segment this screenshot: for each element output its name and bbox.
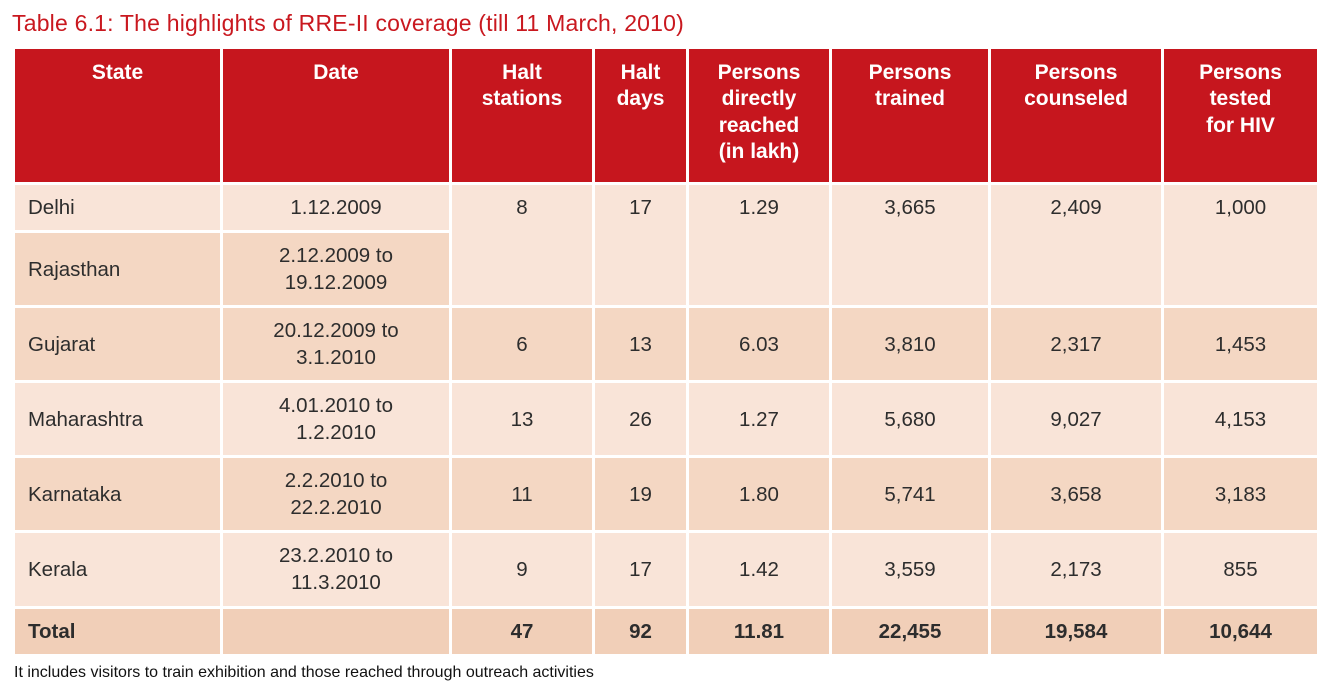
cell-persons-counseled: 2,317 <box>988 305 1164 384</box>
cell-persons-reached: 11.81 <box>686 605 832 657</box>
cell-state: Karnataka <box>12 455 223 534</box>
cell-persons-tested-hiv: 10,644 <box>1161 605 1320 657</box>
cell-persons-trained: 5,680 <box>829 380 991 459</box>
cell-persons-trained: 3,665 <box>829 181 991 309</box>
col-header-persons-trained: Persons trained <box>829 46 991 185</box>
col-header-persons-counseled: Persons counseled <box>988 46 1164 185</box>
cell-persons-trained: 3,810 <box>829 305 991 384</box>
cell-persons-reached: 6.03 <box>686 305 832 384</box>
cell-persons-counseled: 19,584 <box>988 605 1164 657</box>
cell-date: 23.2.2010 to 11.3.2010 <box>220 530 452 609</box>
cell-state: Gujarat <box>12 305 223 384</box>
cell-halt-days: 17 <box>592 530 689 609</box>
cell-persons-trained: 22,455 <box>829 605 991 657</box>
col-header-date: Date <box>220 46 452 185</box>
row-maharashtra: Maharashtra 4.01.2010 to 1.2.2010 13 26 … <box>12 380 1320 459</box>
cell-persons-reached: 1.80 <box>686 455 832 534</box>
cell-halt-stations: 9 <box>449 530 595 609</box>
cell-state: Kerala <box>12 530 223 609</box>
cell-state: Maharashtra <box>12 380 223 459</box>
page-title: Table 6.1: The highlights of RRE-II cove… <box>12 10 685 36</box>
cell-persons-counseled: 9,027 <box>988 380 1164 459</box>
cell-persons-counseled: 2,173 <box>988 530 1164 609</box>
cell-persons-reached: 1.29 <box>686 181 832 309</box>
cell-persons-tested-hiv: 3,183 <box>1161 455 1320 534</box>
cell-persons-tested-hiv: 4,153 <box>1161 380 1320 459</box>
cell-total-date-empty <box>220 605 452 657</box>
cell-halt-days: 17 <box>592 181 689 309</box>
cell-persons-tested-hiv: 855 <box>1161 530 1320 609</box>
row-rajasthan: Rajasthan 2.12.2009 to 19.12.2009 <box>12 230 1319 309</box>
table-footnote: It includes visitors to train exhibition… <box>14 663 594 681</box>
cell-halt-stations: 6 <box>449 305 595 384</box>
col-header-halt-stations: Halt stations <box>449 46 595 185</box>
col-header-persons-reached: Persons directly reached (in lakh) <box>686 46 832 185</box>
col-header-persons-tested-hiv: Persons tested for HIV <box>1161 46 1320 185</box>
cell-halt-days: 92 <box>592 605 689 657</box>
row-karnataka: Karnataka 2.2.2010 to 22.2.2010 11 19 1.… <box>12 455 1320 534</box>
cell-halt-stations: 13 <box>449 380 595 459</box>
cell-date: 20.12.2009 to 3.1.2010 <box>220 305 452 384</box>
cell-persons-reached: 1.27 <box>686 380 832 459</box>
cell-persons-trained: 5,741 <box>829 455 991 534</box>
col-header-state: State <box>12 46 223 185</box>
cell-persons-tested-hiv: 1,000 <box>1161 181 1320 309</box>
row-gujarat: Gujarat 20.12.2009 to 3.1.2010 6 13 6.03… <box>12 305 1320 384</box>
cell-persons-counseled: 2,409 <box>988 181 1164 309</box>
cell-persons-trained: 3,559 <box>829 530 991 609</box>
cell-persons-tested-hiv: 1,453 <box>1161 305 1320 384</box>
cell-persons-counseled: 3,658 <box>988 455 1164 534</box>
row-total: Total 47 92 11.81 22,455 19,584 10,644 <box>12 605 1320 657</box>
cell-date: 1.12.2009 <box>220 181 452 234</box>
row-delhi: Delhi 1.12.2009 8 17 1.29 3,665 2,409 1,… <box>12 181 1320 309</box>
cell-halt-days: 26 <box>592 380 689 459</box>
cell-halt-stations: 11 <box>449 455 595 534</box>
cell-state: Rajasthan <box>12 230 223 309</box>
col-header-halt-days: Halt days <box>592 46 689 185</box>
coverage-table: State Date Halt stations Halt days Perso… <box>12 46 1320 657</box>
cell-total-label: Total <box>12 605 223 657</box>
cell-persons-reached: 1.42 <box>686 530 832 609</box>
cell-state: Delhi <box>12 181 223 234</box>
row-kerala: Kerala 23.2.2010 to 11.3.2010 9 17 1.42 … <box>12 530 1320 609</box>
cell-halt-stations: 47 <box>449 605 595 657</box>
cell-date: 4.01.2010 to 1.2.2010 <box>220 380 452 459</box>
cell-date: 2.2.2010 to 22.2.2010 <box>220 455 452 534</box>
cell-halt-days: 19 <box>592 455 689 534</box>
cell-halt-days: 13 <box>592 305 689 384</box>
cell-date: 2.12.2009 to 19.12.2009 <box>220 230 452 309</box>
cell-halt-stations: 8 <box>449 181 595 309</box>
header-row: State Date Halt stations Halt days Perso… <box>12 46 1320 185</box>
